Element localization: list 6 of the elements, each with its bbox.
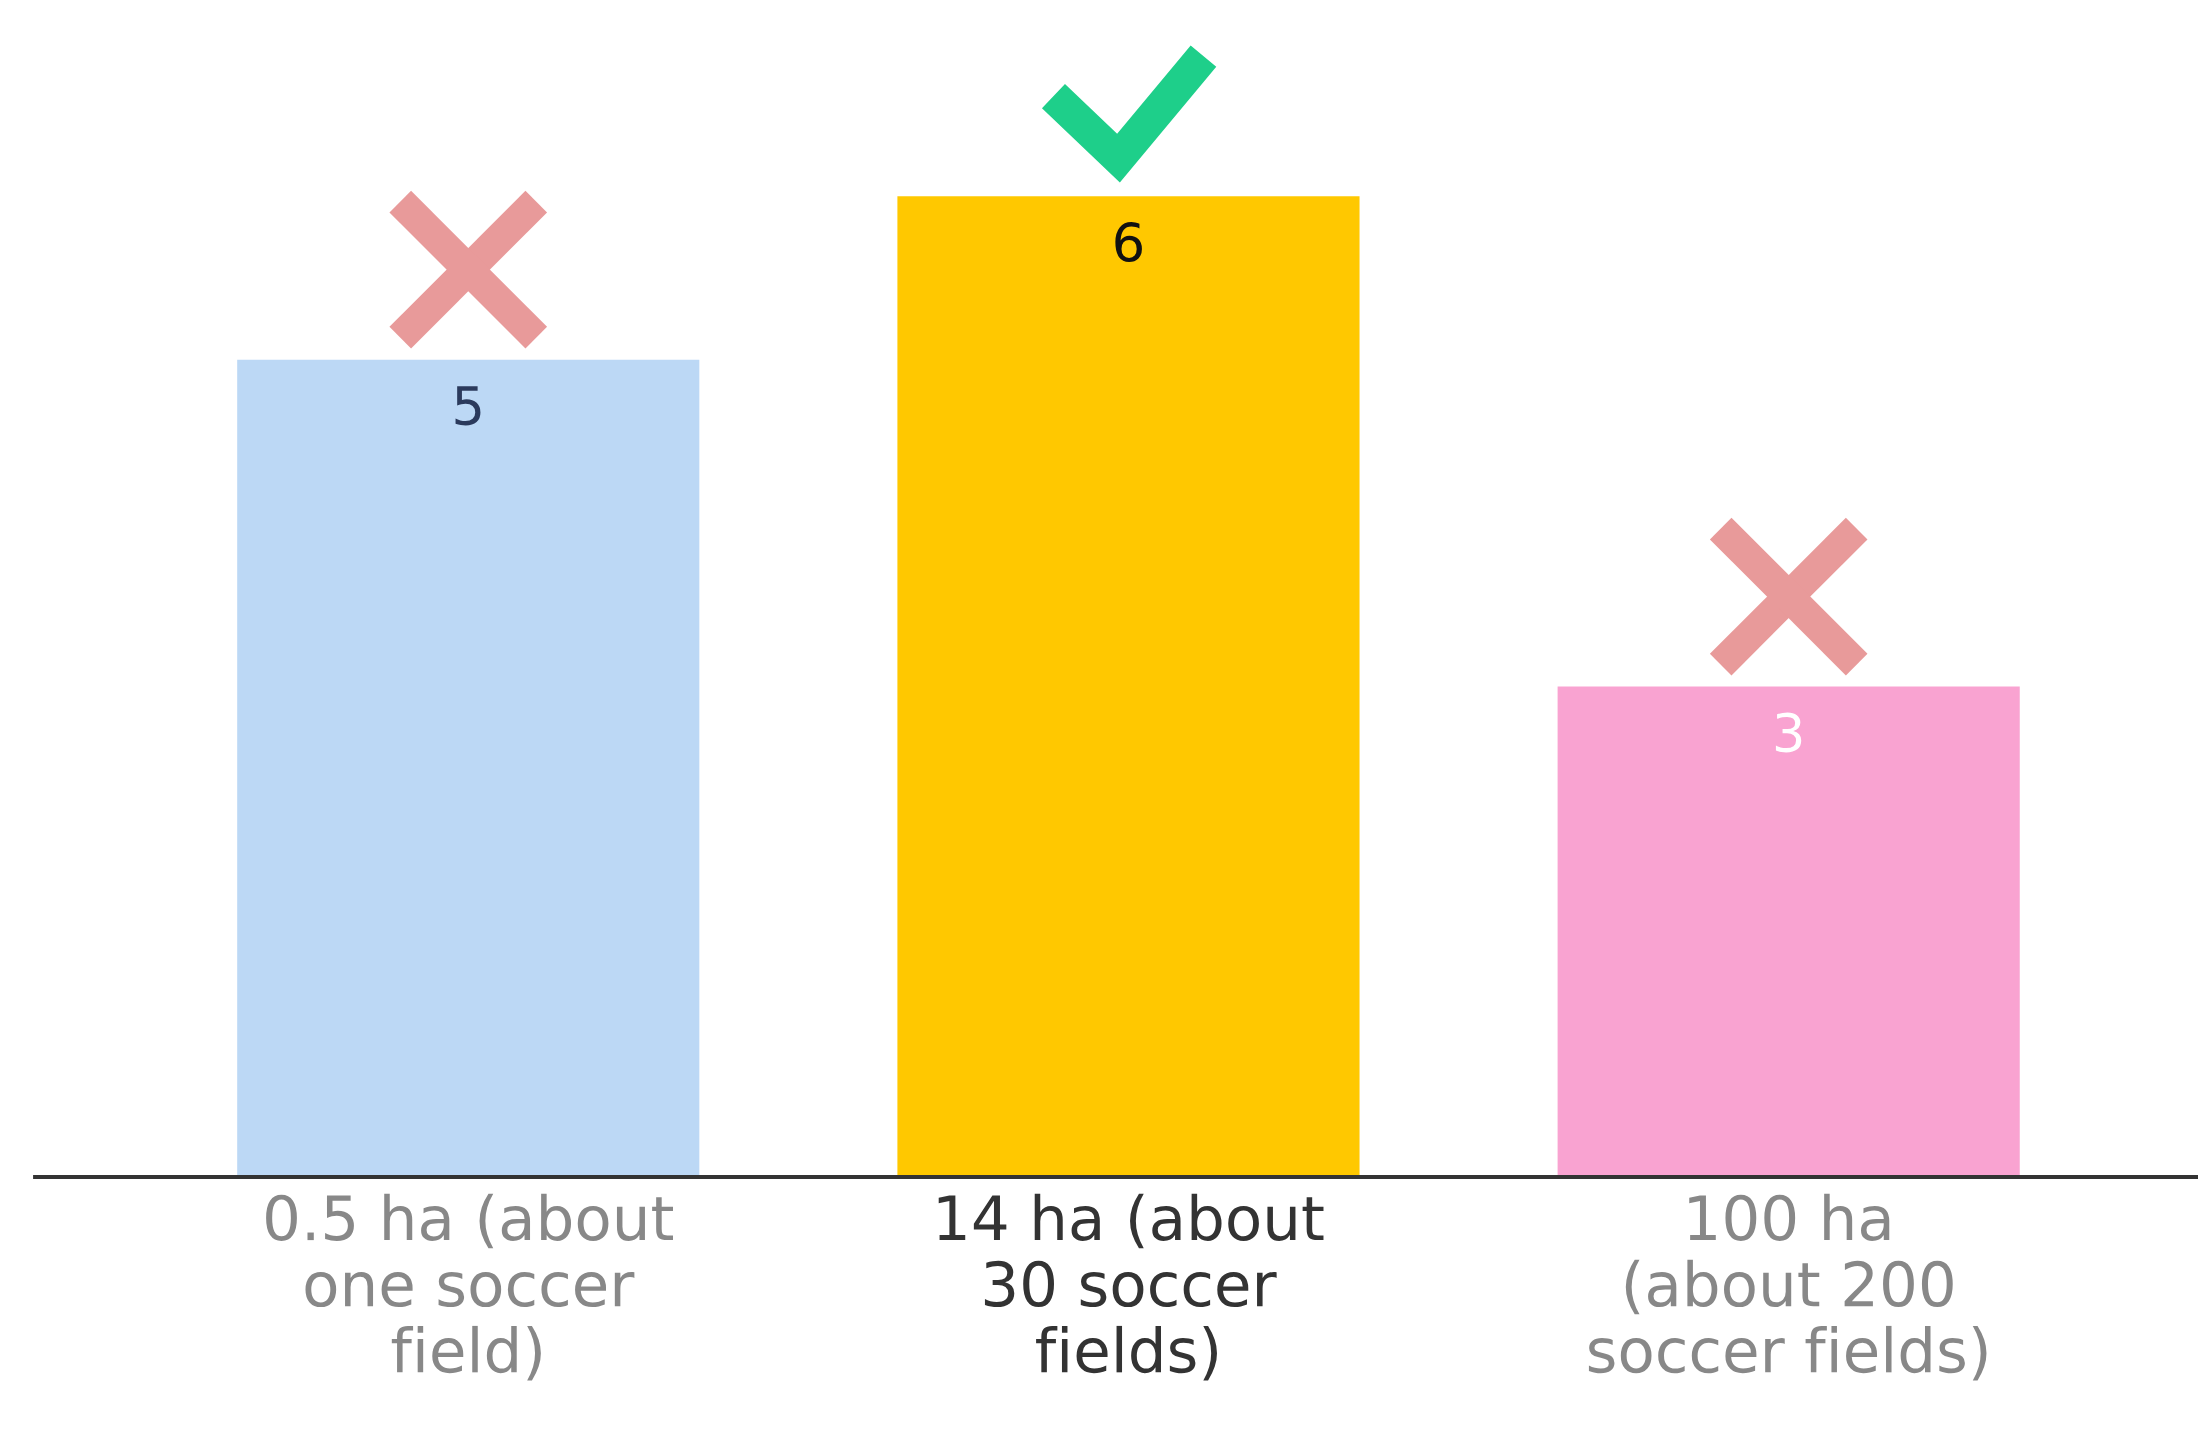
x-tick-label: 14 ha (about 30 soccer fields) — [938, 1193, 1324, 1381]
data-label: 3 — [1775, 712, 1802, 753]
data-label: 5 — [455, 386, 481, 426]
x-tick-label: 100 ha (about 200 soccer fields) — [1588, 1193, 1987, 1381]
x-tick-label: 0.5 ha (about one soccer field) — [266, 1193, 673, 1381]
data-label: 6 — [1115, 222, 1142, 263]
